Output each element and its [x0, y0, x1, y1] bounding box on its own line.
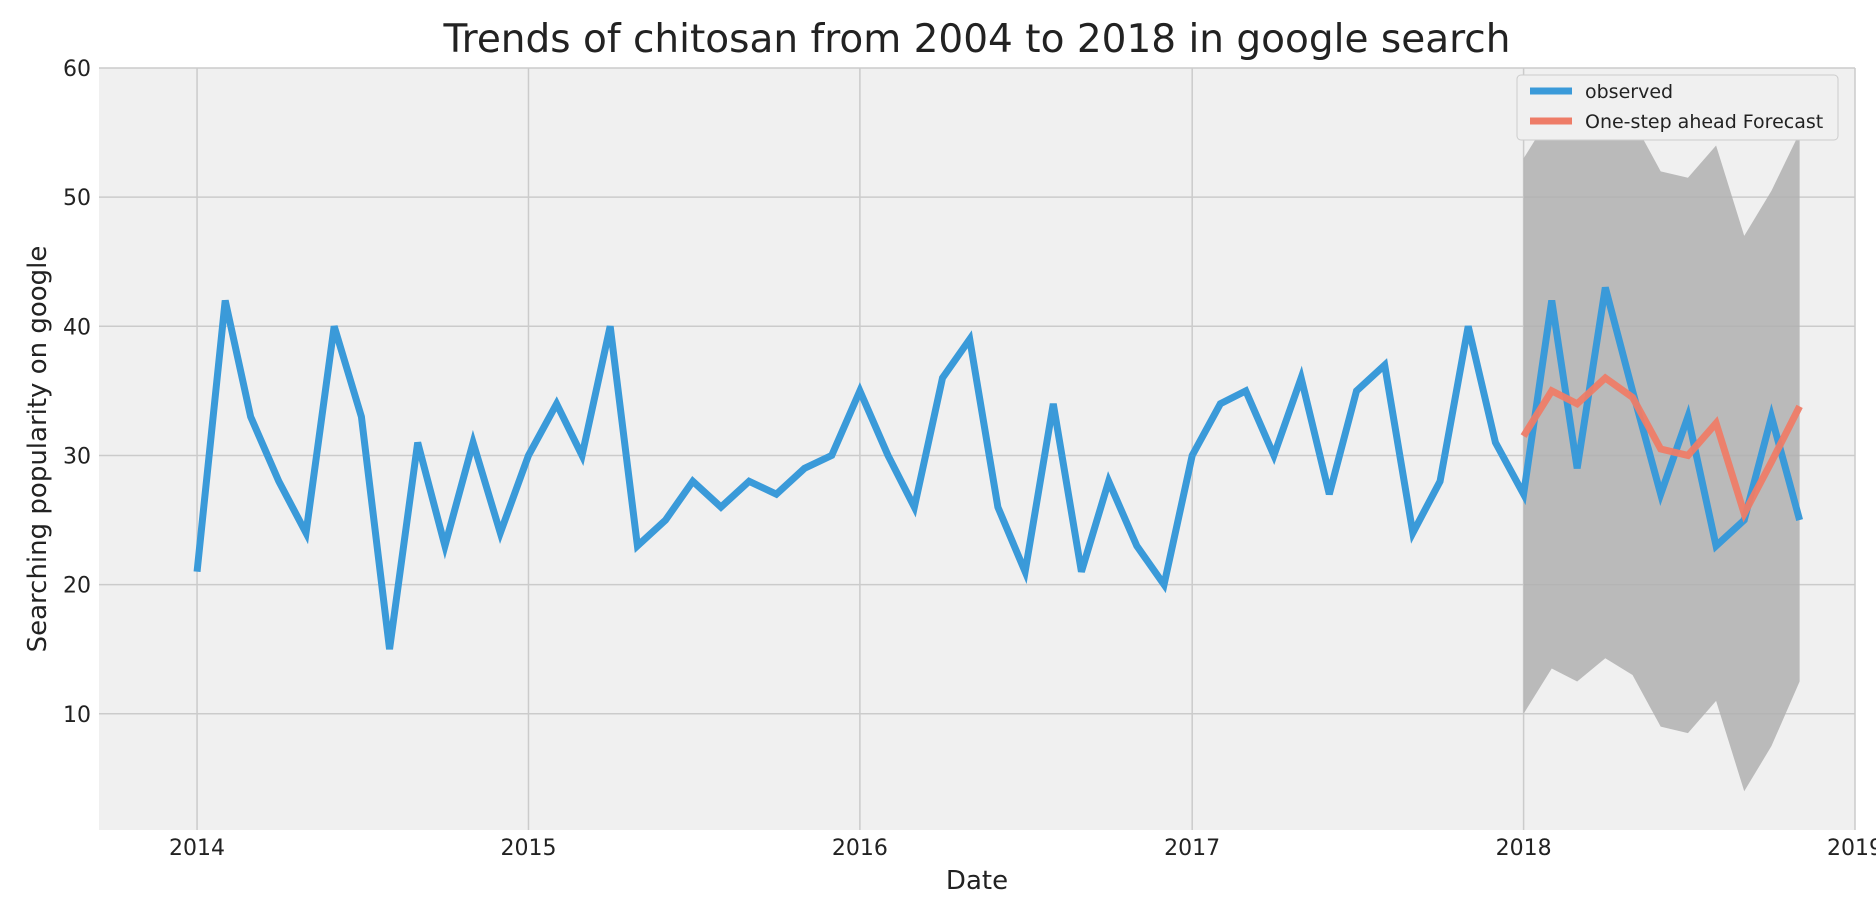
y-axis-ticks: 10 20 30 40 50 60 — [63, 57, 91, 728]
legend: observed One-step ahead Forecast — [1516, 74, 1839, 141]
x-axis-ticks: 2014 2015 2016 2017 2018 2019 — [169, 836, 1876, 861]
y-tick-label: 60 — [63, 57, 91, 82]
x-tick-label: 2014 — [169, 836, 225, 861]
series-line-observed — [193, 286, 1803, 650]
chart-title: Trends of chitosan from 2004 to 2018 in … — [443, 17, 1511, 62]
y-tick-label: 50 — [63, 186, 91, 211]
x-tick-label: 2016 — [832, 836, 888, 861]
series-line-one-step-ahead-forecast — [1520, 373, 1803, 523]
y-tick-label: 10 — [63, 703, 91, 728]
y-tick-label: 20 — [63, 574, 91, 599]
x-tick-label: 2019 — [1827, 836, 1876, 861]
x-tick-label: 2018 — [1496, 836, 1552, 861]
legend-label-observed: observed — [1585, 81, 1673, 103]
legend-box — [1516, 74, 1839, 141]
y-axis-label: Searching popularity on google — [23, 246, 53, 653]
x-axis-label: Date — [946, 866, 1008, 896]
y-tick-label: 40 — [63, 315, 91, 340]
series-lines — [193, 286, 1803, 650]
y-tick-label: 30 — [63, 444, 91, 469]
x-tick-label: 2017 — [1164, 836, 1220, 861]
x-tick-label: 2015 — [500, 836, 556, 861]
legend-label-forecast: One-step ahead Forecast — [1585, 111, 1823, 133]
